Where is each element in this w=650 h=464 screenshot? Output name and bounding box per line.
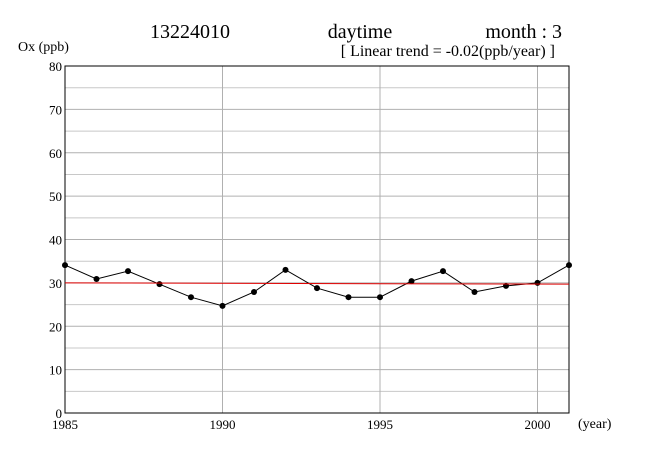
subtitle: [ Linear trend = -0.02(ppb/year) ]: [341, 43, 555, 60]
x-tick-label: 1995: [367, 417, 393, 432]
y-tick-label: 0: [56, 406, 63, 421]
x-axis-label: (year): [578, 417, 612, 432]
data-point: [156, 281, 163, 288]
x-tick-label: 2000: [525, 417, 551, 432]
data-point: [219, 302, 226, 309]
y-tick-label: 10: [49, 363, 62, 378]
data-point: [314, 285, 320, 292]
data-point: [282, 266, 289, 273]
data-point: [93, 275, 100, 282]
data-point: [377, 294, 383, 301]
data-point: [440, 268, 446, 275]
y-tick-label: 70: [49, 102, 62, 117]
data-point: [62, 262, 68, 269]
data-point: [471, 288, 478, 295]
y-axis-label: Ox (ppb): [18, 40, 69, 55]
y-tick-label: 50: [49, 189, 62, 204]
y-tick-label: 80: [49, 59, 62, 74]
data-point: [534, 279, 541, 286]
y-tick-label: 20: [49, 319, 62, 334]
data-point: [188, 294, 194, 301]
data-point: [251, 288, 257, 295]
x-tick-label: 1985: [52, 417, 78, 432]
period-label: daytime: [328, 21, 393, 43]
y-tick-label: 60: [49, 146, 62, 161]
month-label: month : 3: [485, 21, 562, 43]
series-line: [64, 282, 570, 285]
x-tick-label: 1990: [210, 417, 236, 432]
chart-title: 13224010: [150, 21, 230, 43]
data-point: [125, 268, 131, 275]
y-tick-label: 40: [49, 233, 62, 248]
plot-frame: [64, 65, 570, 414]
y-tick-label: 30: [49, 276, 62, 291]
data-point: [566, 262, 572, 269]
data-point: [345, 294, 352, 301]
data-point: [408, 278, 415, 285]
